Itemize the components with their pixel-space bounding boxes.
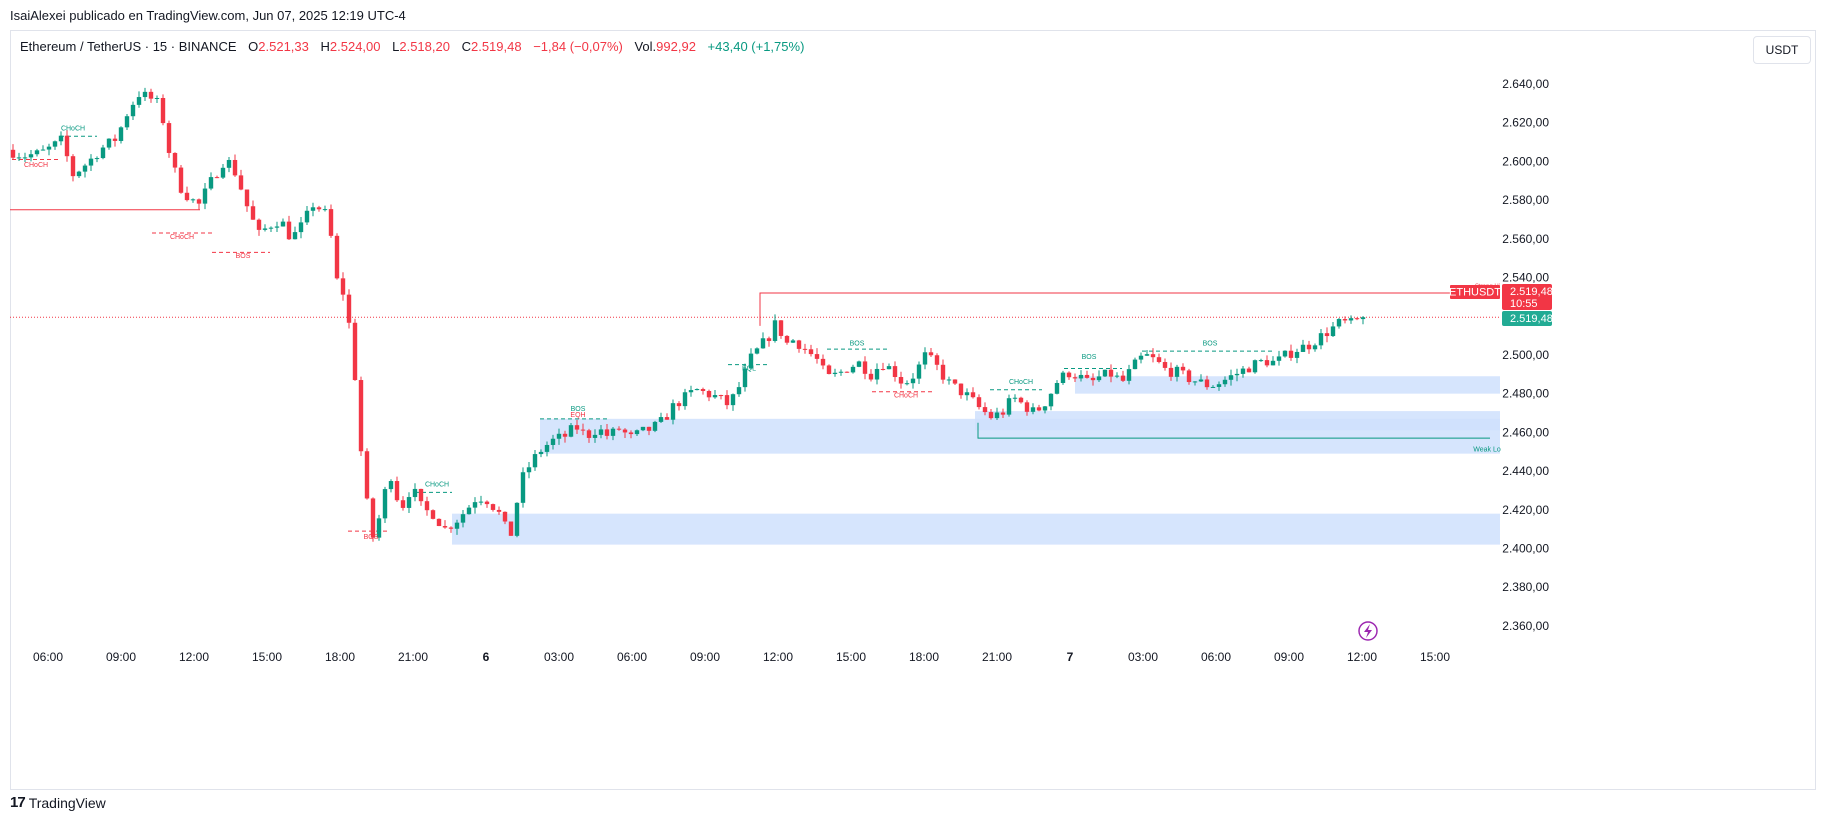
chart-frame — [10, 30, 1816, 790]
low-label: L — [392, 39, 400, 54]
brand-name: TradingView — [28, 794, 106, 811]
currency-button[interactable]: USDT — [1753, 36, 1811, 64]
symbol-title[interactable]: Ethereum / TetherUS · 15 · BINANCE — [20, 39, 237, 54]
change-value: −1,84 (−0,07%) — [533, 39, 623, 54]
close-value: 2.519,48 — [470, 39, 522, 54]
tradingview-logo-icon: 17 — [10, 794, 26, 811]
open-label: O — [248, 39, 259, 54]
open-value: 2.521,33 — [258, 39, 309, 54]
low-value: 2.518,20 — [399, 39, 450, 54]
high-label: H — [320, 39, 330, 54]
close-label: C — [461, 39, 471, 54]
volume-label: Vol. — [634, 39, 657, 54]
chart-attribution: IsaiAlexei publicado en TradingView.com,… — [10, 8, 406, 23]
volume-value: 992,92 — [656, 39, 696, 54]
high-value: 2.524,00 — [329, 39, 381, 54]
volume-change: +43,40 (+1,75%) — [707, 39, 805, 54]
chart-legend: Ethereum / TetherUS · 15 · BINANCE O2.52… — [20, 39, 804, 54]
footer-brand: 17 TradingView — [10, 794, 106, 811]
